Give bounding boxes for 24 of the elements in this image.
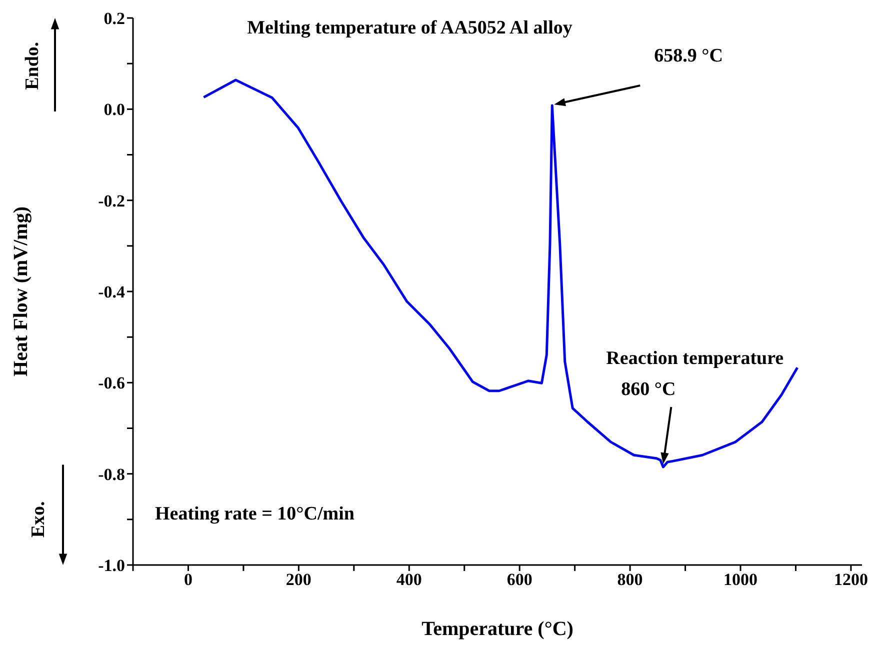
x-tick-label: 1000 <box>724 570 758 590</box>
annotation: Melting temperature of AA5052 Al alloy <box>247 18 573 39</box>
x-tick-label: 600 <box>506 570 532 590</box>
y-tick-label: -0.4 <box>98 282 126 302</box>
y-tick-label: -0.6 <box>98 374 125 393</box>
x-tick-label: 400 <box>396 570 422 590</box>
annotation: 860 °C <box>621 378 676 400</box>
x-tick-label: 800 <box>617 570 643 590</box>
x-tick-label: 1200 <box>834 570 868 590</box>
y-tick-label: -0.8 <box>98 464 125 484</box>
y-tick-label: 0.0 <box>104 100 125 120</box>
text: Endo. <box>22 42 43 90</box>
y-tick-label: 0.2 <box>104 9 125 28</box>
y-axis-title: Heat Flow (mV/mg) <box>10 206 32 376</box>
y-tick-label: -0.2 <box>98 191 125 210</box>
line-series <box>202 78 799 468</box>
annotation: Reaction temperature <box>606 348 784 369</box>
annotation: Heating rate = 10°C/min <box>155 503 355 524</box>
x-axis-title: Temperature (°C) <box>422 618 574 640</box>
x-tick-label: 200 <box>286 570 312 590</box>
x-tick-label: 0 <box>184 570 192 590</box>
annotation: 658.9 °C <box>654 46 723 67</box>
y-tick-label: -1.0 <box>98 556 125 576</box>
text: Exo. <box>28 501 49 538</box>
